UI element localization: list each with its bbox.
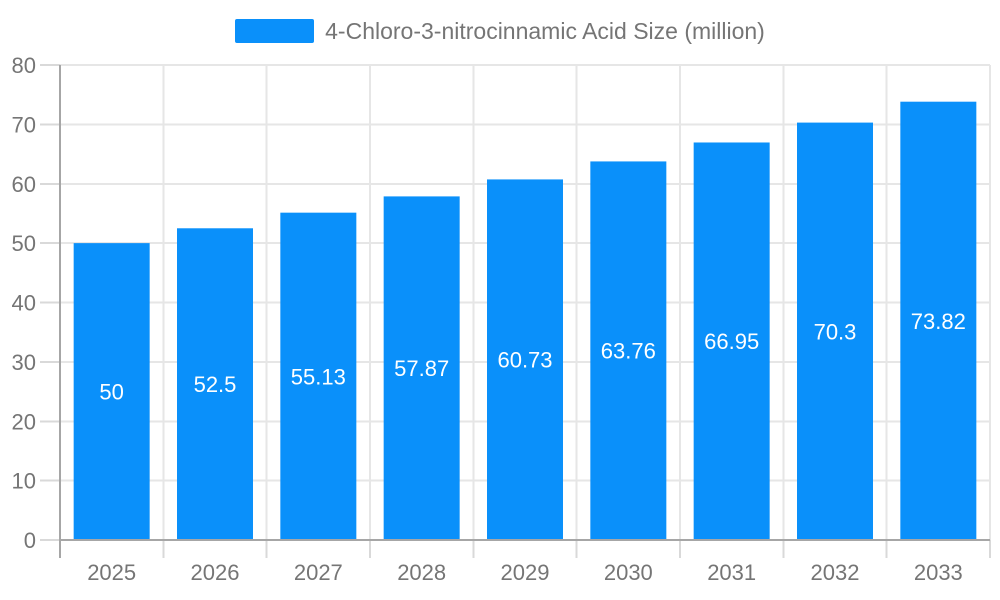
bar-2032[interactable]	[797, 122, 873, 540]
bar-value-label: 50	[99, 380, 123, 405]
x-axis-label: 2029	[501, 560, 550, 585]
bar-2028[interactable]	[383, 196, 460, 540]
bar-value-label: 57.87	[394, 356, 449, 381]
y-axis-label: 70	[12, 112, 36, 137]
bar-2027[interactable]	[280, 212, 357, 540]
bar-value-label: 70.3	[814, 319, 857, 344]
bar-2029[interactable]	[487, 179, 563, 540]
x-axis-label: 2033	[914, 560, 963, 585]
y-axis-label: 30	[12, 350, 36, 375]
y-axis-label: 50	[12, 231, 36, 256]
bar-value-label: 63.76	[601, 339, 656, 364]
x-axis-label: 2028	[397, 560, 446, 585]
legend-item[interactable]: 4-Chloro-3-nitrocinnamic Acid Size (mill…	[0, 17, 1000, 45]
legend-swatch-icon	[235, 19, 315, 43]
bar-value-label: 66.95	[704, 329, 759, 354]
x-axis-label: 2026	[191, 560, 240, 585]
bar-2033[interactable]	[900, 101, 977, 540]
bar-value-label: 52.5	[194, 372, 237, 397]
bar-value-label: 73.82	[911, 309, 966, 334]
x-axis-label: 2032	[811, 560, 860, 585]
x-axis-label: 2027	[294, 560, 343, 585]
y-axis-label: 60	[12, 172, 36, 197]
x-axis-label: 2031	[707, 560, 756, 585]
x-axis-label: 2030	[604, 560, 653, 585]
y-axis-label: 80	[12, 53, 36, 78]
bar-2026[interactable]	[177, 228, 253, 540]
y-axis-label: 20	[12, 409, 36, 434]
bar-2031[interactable]	[693, 142, 770, 540]
y-axis-label: 0	[24, 528, 36, 553]
legend-label: 4-Chloro-3-nitrocinnamic Acid Size (mill…	[325, 17, 765, 44]
y-axis-label: 40	[12, 291, 36, 316]
bar-2030[interactable]	[590, 161, 667, 541]
bar-value-label: 60.73	[497, 348, 552, 373]
x-axis-label: 2025	[87, 560, 136, 585]
bar-2025[interactable]	[73, 243, 150, 540]
bar-value-label: 55.13	[291, 364, 346, 389]
y-axis-label: 10	[12, 469, 36, 494]
